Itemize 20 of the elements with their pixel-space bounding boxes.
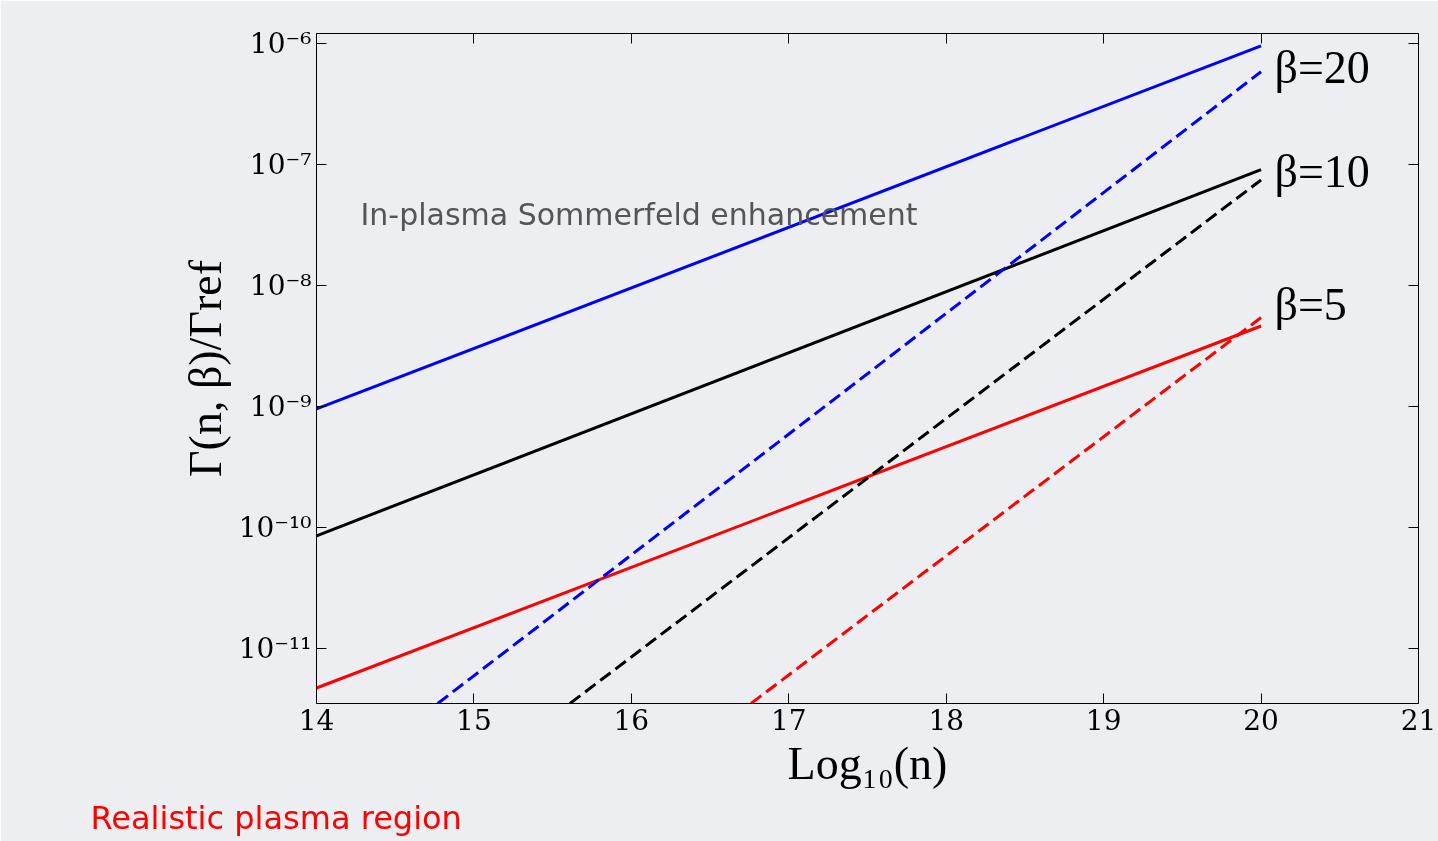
y-axis-title: Γ(n, β)/Γref: [179, 259, 231, 478]
x-tick-label: 17: [770, 703, 807, 737]
x-tick-label: 14: [298, 703, 335, 737]
x-axis-title: Log₁₀(n): [787, 737, 948, 789]
x-tick-label: 15: [456, 703, 492, 737]
annotation: β=10: [1274, 146, 1370, 197]
annotation: β=20: [1274, 42, 1370, 93]
y-tick-label: 10⁻⁹: [249, 389, 312, 423]
x-tick-label: 16: [613, 703, 650, 737]
y-tick-label: 10⁻¹⁰: [238, 510, 312, 544]
x-tick-label: 20: [1243, 703, 1279, 737]
x-tick-label: 18: [928, 703, 965, 737]
y-tick-label: 10⁻⁸: [249, 268, 312, 302]
y-tick-label: 10⁻¹¹: [238, 631, 312, 665]
x-tick-label: 19: [1085, 703, 1122, 737]
x-tick-label: 21: [1400, 703, 1437, 737]
y-tick-label: 10⁻⁶: [249, 26, 312, 60]
text: Realistic plasma region: [90, 798, 462, 837]
annotation: β=5: [1274, 279, 1347, 330]
y-tick-label: 10⁻⁷: [249, 147, 312, 181]
